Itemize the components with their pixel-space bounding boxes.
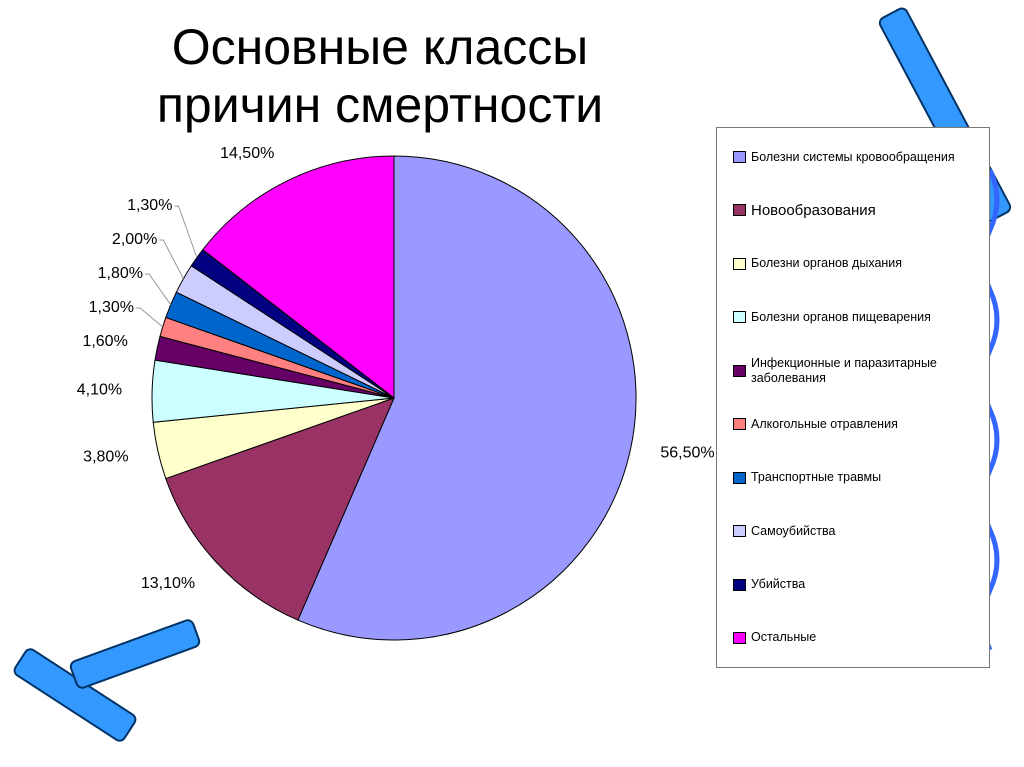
legend-item: Убийства <box>733 570 979 600</box>
data-label: 56,50% <box>660 444 714 461</box>
leader-line <box>145 273 172 305</box>
data-label: 1,30% <box>89 299 134 316</box>
data-label: 1,80% <box>98 265 143 282</box>
legend-swatch <box>733 257 746 270</box>
legend-label: Болезни органов пищеварения <box>751 309 931 324</box>
leader-line <box>136 307 164 328</box>
chart-title: Основные классы причин смертности <box>156 19 604 133</box>
legend-label: Самоубийства <box>751 523 836 538</box>
legend-swatch <box>733 525 746 538</box>
legend-swatch <box>733 311 746 324</box>
legend: Болезни системы кровообращения Новообразо… <box>716 127 990 668</box>
legend-item: Инфекционные и паразитарные заболевания <box>733 356 979 386</box>
data-label: 1,60% <box>82 333 127 350</box>
pie-slice <box>297 155 637 641</box>
legend-swatch <box>733 418 746 431</box>
legend-label: Болезни органов дыхания <box>751 256 903 271</box>
legend-label: Остальные <box>751 630 817 645</box>
legend-swatch <box>733 471 746 484</box>
legend-label: Инфекционные и паразитарные заболевания <box>751 355 937 385</box>
legend-swatch <box>733 631 746 644</box>
legend-swatch <box>733 151 746 163</box>
legend-label: Алкогольные отравления <box>751 416 898 431</box>
legend-item: Новообразования <box>733 195 979 225</box>
legend-item: Болезни органов пищеварения <box>733 302 979 332</box>
legend-item: Болезни органов дыхания <box>733 249 979 279</box>
leader-line <box>159 239 184 279</box>
legend-swatch <box>733 204 746 217</box>
leader-line <box>174 205 198 258</box>
data-label: 1,30% <box>127 197 172 214</box>
legend-swatch <box>733 578 746 591</box>
legend-item: Самоубийства <box>733 516 979 546</box>
data-label: 3,80% <box>83 449 128 466</box>
legend-item: Транспортные травмы <box>733 463 979 493</box>
legend-item: Остальные <box>733 623 979 653</box>
legend-item: Алкогольные отравления <box>733 409 979 439</box>
data-label: 14,50% <box>220 145 274 162</box>
data-label: 4,10% <box>77 382 122 399</box>
data-label: 13,10% <box>141 575 195 592</box>
pie-slice <box>202 155 395 400</box>
legend-label: Убийства <box>751 577 806 591</box>
data-label: 2,00% <box>112 231 157 248</box>
legend-swatch <box>733 364 746 377</box>
pie-slice <box>165 397 395 621</box>
legend-label: Новообразования <box>751 201 876 219</box>
legend-label: Транспортные травмы <box>751 470 882 485</box>
legend-item: Болезни системы кровообращения <box>733 142 979 172</box>
legend-label: Болезни системы кровообращения <box>751 149 955 164</box>
